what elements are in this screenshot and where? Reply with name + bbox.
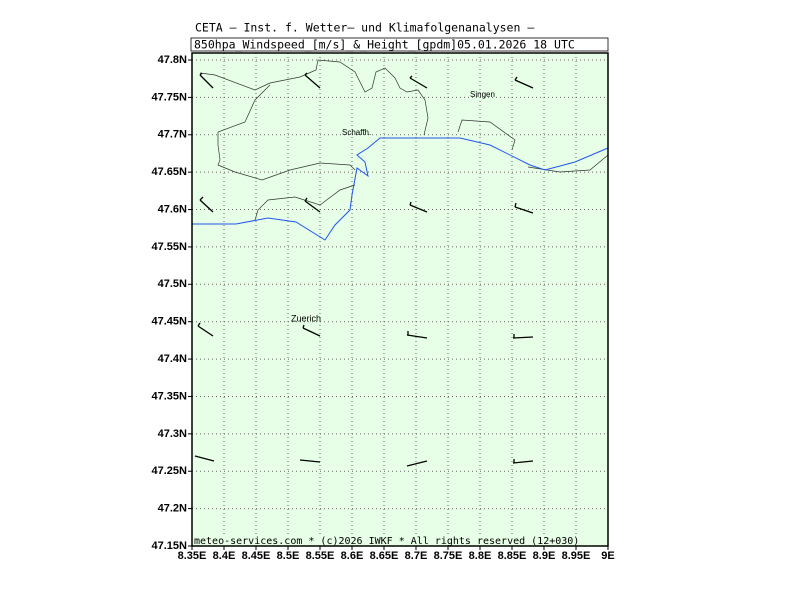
map-frame (191, 52, 609, 547)
y-tick-label: 47.8N (158, 54, 187, 66)
x-tick-label: 8.45E (242, 550, 271, 562)
subtitle-box (190, 37, 609, 52)
x-tick-label: 8.7E (405, 550, 428, 562)
y-tick-label: 47.45N (152, 316, 188, 328)
y-tick-label: 47.3N (158, 428, 187, 440)
y-tick-label: 47.5N (158, 278, 187, 290)
y-tick-label: 47.25N (152, 465, 188, 477)
place-label: Zuerich (291, 313, 321, 323)
y-tick-label: 47.75N (152, 91, 188, 103)
x-tick-label: 8.9E (533, 550, 556, 562)
x-tick-label: 8.95E (562, 550, 591, 562)
place-label: Singen (470, 90, 495, 99)
y-tick-label: 47.35N (152, 390, 188, 402)
tick-labels: 8.35E 8.4E 8.45E 8.5E 8.55E 8.6E 8.65E 8.7E 8.75… (152, 54, 615, 562)
y-tick-label: 47.7N (158, 129, 187, 141)
footer: meteo-services.com * (c)2026 IWKF * All … (194, 536, 579, 547)
x-tick-label: 8.5E (277, 550, 300, 562)
place-label: Schaffh. (342, 128, 371, 137)
x-tick-label: 8.35E (178, 550, 207, 562)
y-tick-label: 47.2N (158, 503, 187, 515)
x-tick-label: 8.55E (306, 550, 335, 562)
y-tick-label: 47.15N (152, 540, 188, 552)
x-tick-label: 9E (601, 550, 614, 562)
map-area (192, 53, 608, 546)
y-tick-label: 47.55N (152, 241, 188, 253)
x-tick-label: 8.8E (469, 550, 492, 562)
x-tick-label: 8.65E (370, 550, 399, 562)
title: CETA – Inst. f. Wetter– und Klimafolgena… (195, 21, 534, 35)
x-tick-label: 8.6E (341, 550, 364, 562)
footer-band (192, 536, 608, 546)
grid (191, 53, 609, 547)
y-tick-label: 47.65N (152, 166, 188, 178)
x-tick-label: 8.75E (434, 550, 463, 562)
subtitle: 850hpa_Windspeed_[m/s]_&_Height_[gpdm]05… (194, 38, 575, 52)
wind-barbs (194, 72, 534, 467)
y-tick-label: 47.4N (158, 353, 187, 365)
river (192, 137, 609, 241)
x-tick-label: 8.4E (213, 550, 236, 562)
y-tick-label: 47.6N (158, 203, 187, 215)
x-tick-label: 8.85E (498, 550, 527, 562)
